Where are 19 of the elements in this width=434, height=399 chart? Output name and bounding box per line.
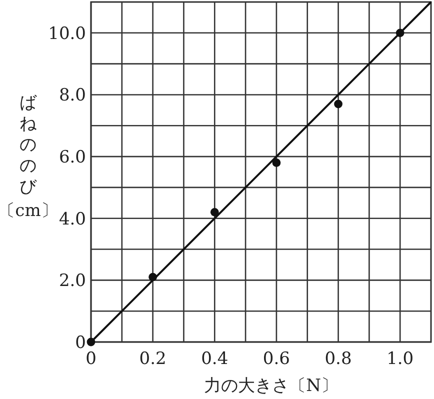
y-tick-label: 6.0 (58, 148, 86, 168)
point (148, 272, 158, 282)
point (272, 158, 281, 167)
y-axis-title: ばねののび〔cm〕 (0, 93, 58, 221)
point (334, 100, 342, 108)
x-tick-label: 0.8 (324, 349, 352, 369)
x-tick-label: 0.2 (139, 349, 166, 369)
x-tick-label: 0.6 (262, 349, 290, 369)
point (86, 338, 96, 346)
y-tick-label: 8.0 (58, 86, 86, 106)
y-tick-label: 4.0 (58, 209, 86, 230)
point (210, 208, 219, 216)
y-tick-label: 0 (75, 333, 86, 353)
y-tick-label: 10.0 (48, 24, 86, 44)
y-tick-label: 2.0 (58, 271, 86, 292)
point (396, 28, 404, 38)
x-tick-label: 1.0 (386, 349, 414, 369)
x-axis-title: 力の大きさ〔N〕 (204, 376, 338, 396)
x-tick-label: 0.4 (201, 349, 228, 369)
